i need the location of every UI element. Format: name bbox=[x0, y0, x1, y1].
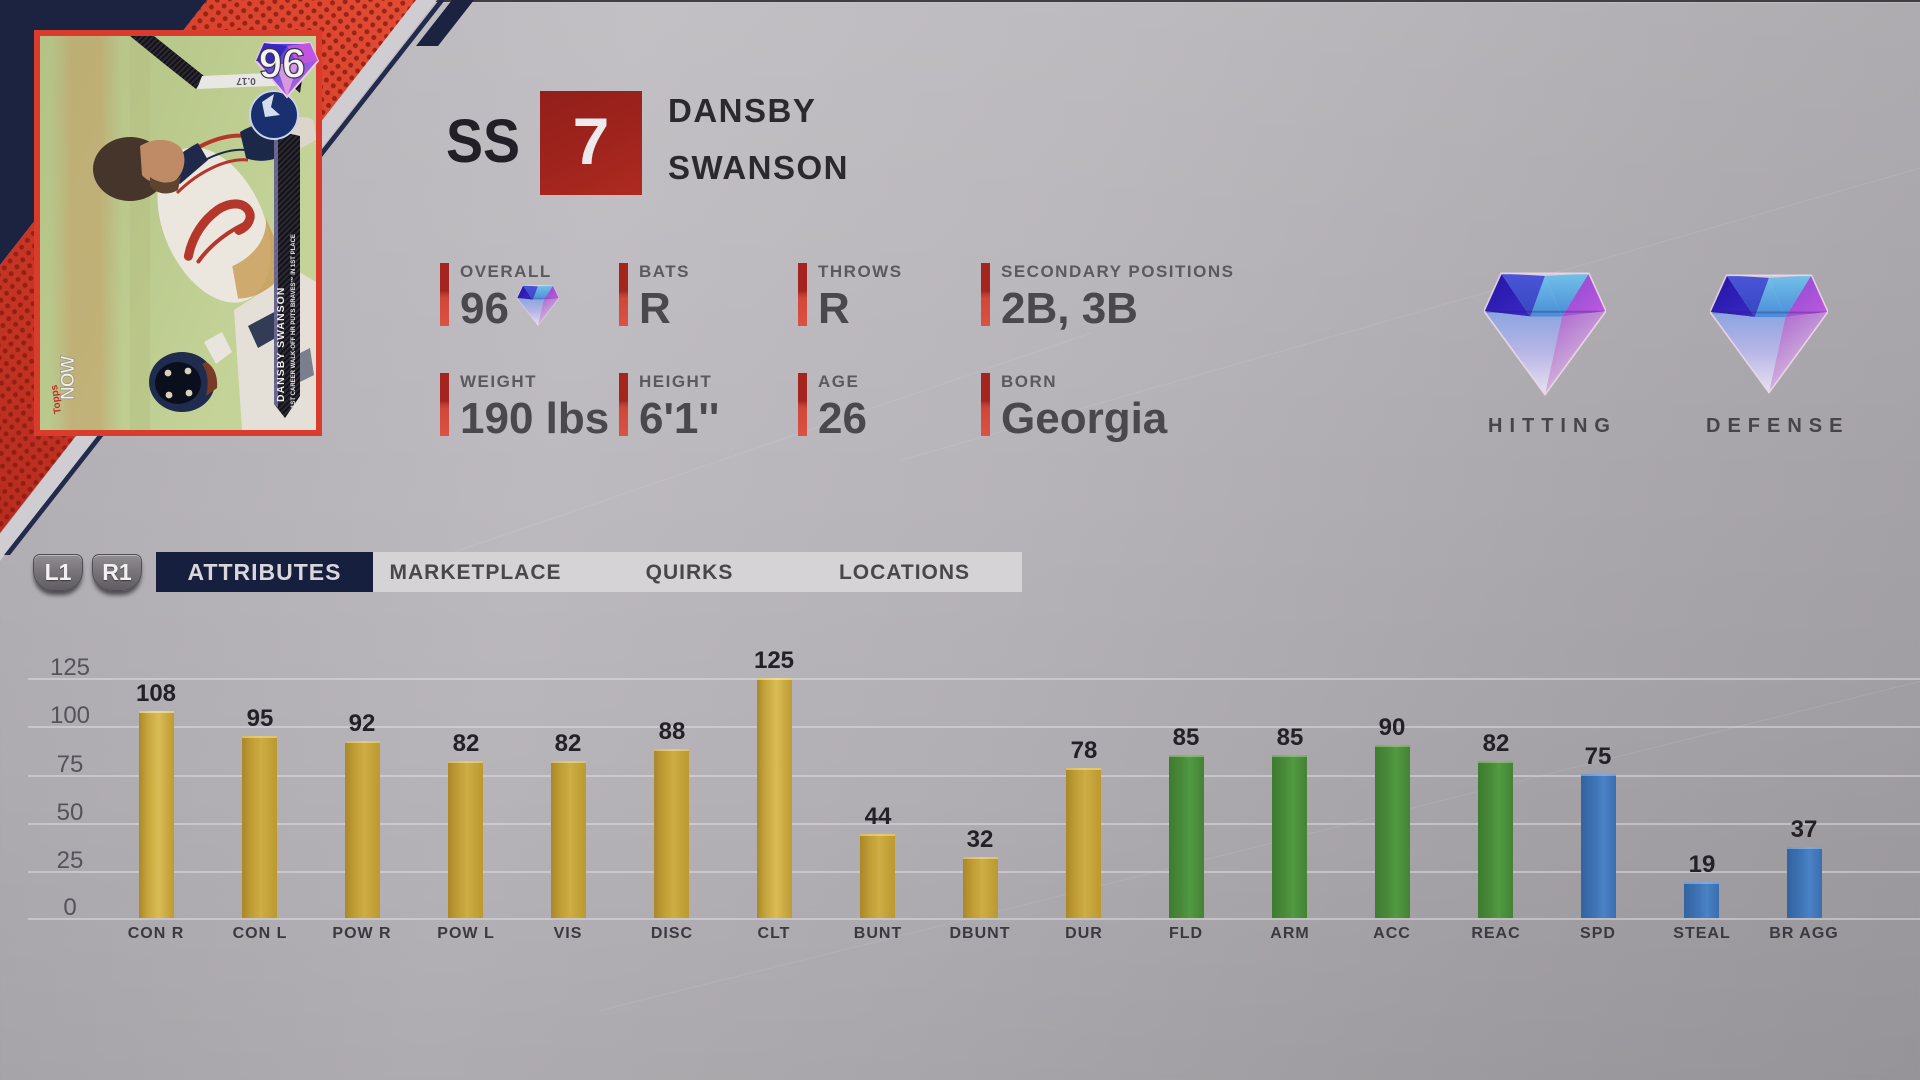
svg-text:NOW: NOW bbox=[58, 356, 79, 401]
svg-text:DANSBY SWANSON: DANSBY SWANSON bbox=[275, 287, 287, 402]
svg-text:Topps: Topps bbox=[49, 384, 64, 415]
svg-text:1ST CAREER WALK-OFF HR PUTS BR: 1ST CAREER WALK-OFF HR PUTS BRAVES™ IN 1… bbox=[290, 234, 297, 408]
svg-text:96: 96 bbox=[259, 40, 306, 87]
svg-text:0.17: 0.17 bbox=[236, 75, 256, 86]
